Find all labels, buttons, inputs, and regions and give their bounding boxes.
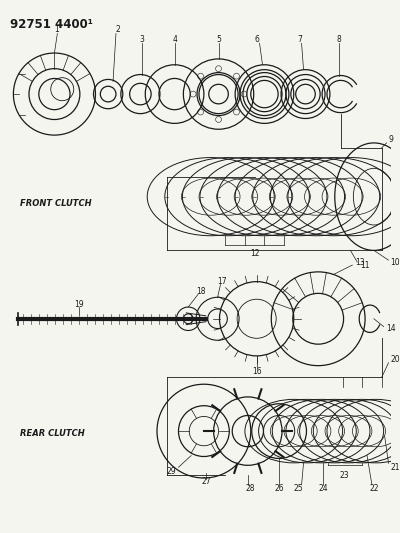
- Text: 18: 18: [196, 287, 206, 296]
- Text: 27: 27: [201, 478, 211, 487]
- Text: FRONT CLUTCH: FRONT CLUTCH: [20, 199, 92, 208]
- Text: 10: 10: [390, 257, 400, 266]
- Text: 19: 19: [74, 300, 84, 309]
- Text: 17: 17: [218, 277, 227, 286]
- Text: 29: 29: [167, 467, 176, 475]
- Text: 6: 6: [254, 35, 259, 44]
- Text: 24: 24: [318, 484, 328, 493]
- Text: 5: 5: [216, 35, 221, 44]
- Text: 20: 20: [390, 356, 400, 364]
- Text: 4: 4: [172, 35, 177, 44]
- Text: 14: 14: [386, 324, 396, 333]
- Text: 2: 2: [116, 25, 120, 34]
- Text: 25: 25: [294, 484, 304, 493]
- Text: 23: 23: [340, 471, 349, 480]
- Text: 7: 7: [297, 35, 302, 44]
- Text: 3: 3: [140, 35, 145, 44]
- Text: 8: 8: [336, 35, 341, 44]
- Text: 11: 11: [360, 261, 370, 270]
- Text: 28: 28: [245, 484, 254, 493]
- Text: 92751 4400¹: 92751 4400¹: [10, 18, 93, 31]
- Text: REAR CLUTCH: REAR CLUTCH: [20, 429, 85, 438]
- Text: 9: 9: [388, 135, 393, 144]
- Text: 21: 21: [390, 463, 400, 472]
- Text: 22: 22: [369, 484, 379, 493]
- Text: 1: 1: [54, 25, 59, 34]
- Text: 16: 16: [252, 367, 262, 376]
- Text: 13: 13: [355, 257, 365, 266]
- Text: 26: 26: [274, 484, 284, 493]
- Text: 12: 12: [250, 249, 260, 258]
